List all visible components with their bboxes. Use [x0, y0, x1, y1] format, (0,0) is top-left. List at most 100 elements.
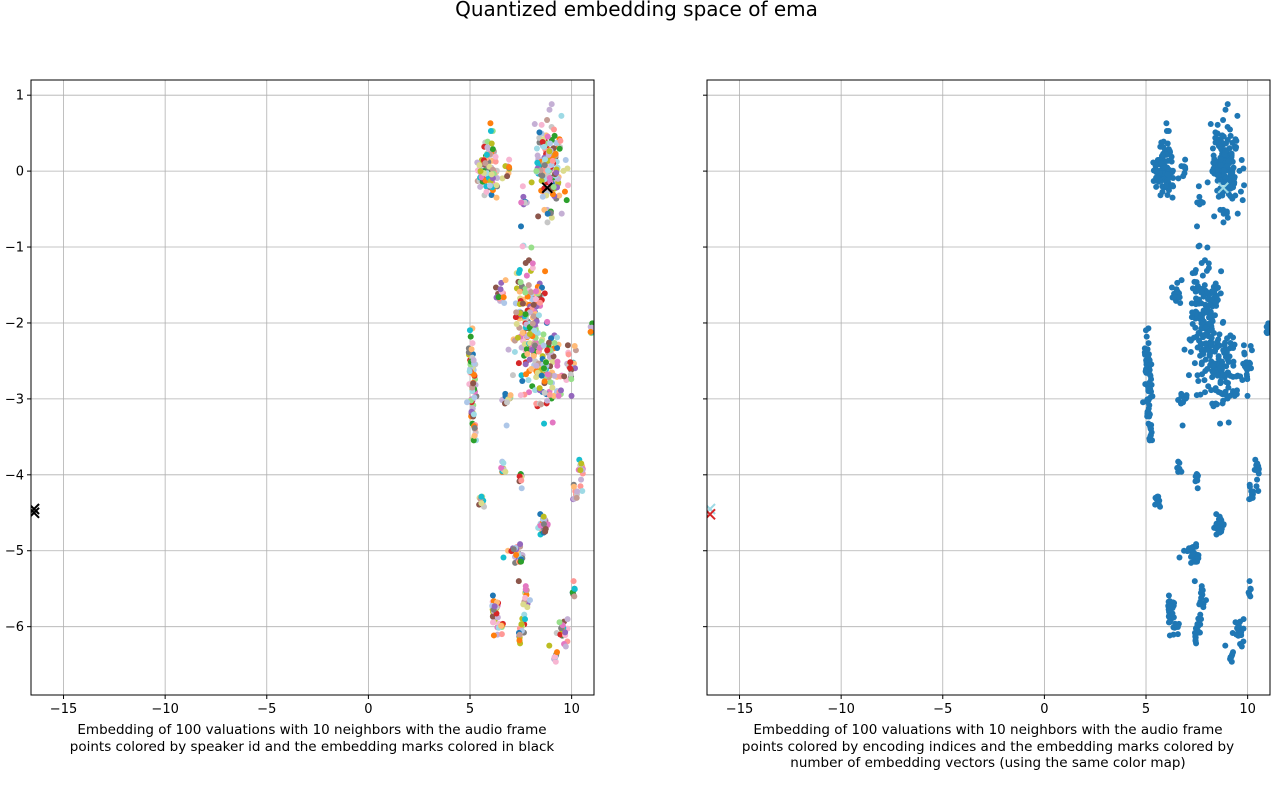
data-point — [1227, 372, 1234, 379]
data-point — [492, 284, 499, 291]
data-point — [1222, 339, 1229, 346]
data-point — [1222, 106, 1229, 113]
data-point — [519, 183, 526, 190]
data-point — [1209, 167, 1216, 174]
data-point — [533, 167, 540, 174]
data-point — [553, 169, 560, 176]
data-point — [1241, 351, 1248, 358]
data-point — [1193, 392, 1200, 399]
data-point — [1162, 182, 1169, 189]
data-point — [1202, 356, 1209, 363]
data-point — [523, 272, 530, 279]
data-point — [540, 342, 547, 349]
data-point — [1140, 399, 1147, 406]
data-point — [478, 493, 485, 500]
data-point — [543, 359, 550, 366]
data-point — [549, 157, 556, 164]
data-point — [1208, 387, 1215, 394]
data-point — [1237, 373, 1244, 380]
data-point — [1247, 343, 1254, 349]
data-point — [1153, 168, 1160, 175]
data-point — [562, 629, 569, 636]
data-point — [1226, 358, 1233, 365]
data-point — [513, 551, 520, 558]
data-point — [517, 279, 524, 286]
data-point — [578, 476, 585, 483]
data-point — [544, 397, 551, 404]
data-point — [1189, 320, 1196, 327]
x-tick-label: 5 — [1142, 702, 1150, 717]
data-point — [1217, 162, 1224, 169]
data-point — [1183, 392, 1190, 399]
data-point — [1199, 346, 1206, 353]
data-point — [513, 309, 520, 316]
data-point — [541, 206, 548, 213]
data-point — [1249, 494, 1256, 501]
data-point — [502, 390, 509, 397]
data-point — [541, 143, 548, 150]
data-point — [1214, 284, 1221, 291]
data-point — [1174, 631, 1181, 638]
data-point — [1220, 117, 1227, 124]
right-x-axis-label: Embedding of 100 valuations with 10 neig… — [741, 722, 1235, 771]
data-point — [547, 379, 554, 386]
data-point — [500, 554, 507, 561]
data-point — [552, 151, 559, 158]
data-point — [1228, 151, 1235, 158]
y-tick-label: −1 — [5, 241, 24, 256]
data-point — [1255, 487, 1262, 494]
data-point — [1213, 401, 1220, 408]
data-point — [1194, 485, 1201, 492]
data-point — [518, 372, 525, 379]
data-point — [471, 394, 478, 401]
data-point — [571, 585, 578, 592]
data-point — [471, 424, 478, 431]
data-point — [548, 214, 555, 221]
data-point — [528, 179, 535, 186]
data-point — [522, 594, 529, 601]
data-point — [536, 299, 543, 306]
data-point — [1192, 288, 1199, 295]
x-tick-label: −10 — [827, 702, 854, 717]
data-point — [1204, 244, 1211, 251]
left-x-axis-label: Embedding of 100 valuations with 10 neig… — [69, 722, 555, 755]
data-point — [1192, 267, 1199, 274]
data-point — [1202, 389, 1209, 396]
data-point — [1212, 385, 1219, 392]
data-point — [546, 339, 553, 346]
data-point — [523, 371, 530, 378]
data-point — [530, 301, 537, 308]
data-point — [1143, 333, 1150, 340]
data-point — [556, 145, 563, 152]
data-point — [1238, 629, 1245, 636]
data-point — [1185, 372, 1192, 379]
data-point — [540, 513, 547, 520]
data-point — [567, 371, 574, 378]
data-point — [1209, 145, 1216, 152]
data-point — [1237, 188, 1244, 195]
data-point — [539, 172, 546, 179]
embedding-mark — [31, 507, 40, 519]
data-point — [1195, 300, 1202, 307]
data-point — [564, 616, 571, 623]
axes-frame — [30, 79, 595, 696]
data-point — [548, 101, 555, 108]
data-point — [1238, 157, 1245, 163]
data-point — [516, 637, 523, 644]
data-point — [551, 340, 558, 347]
data-point — [1217, 143, 1224, 150]
data-point — [571, 593, 578, 600]
data-point — [466, 327, 473, 334]
data-point — [498, 279, 505, 286]
data-point — [530, 313, 537, 320]
data-point — [1165, 146, 1172, 153]
data-point — [1194, 372, 1201, 379]
data-point — [1178, 277, 1185, 284]
data-point — [516, 631, 523, 638]
data-point — [489, 592, 496, 599]
data-point — [499, 175, 506, 182]
data-point — [567, 359, 574, 366]
data-point — [1210, 159, 1217, 166]
data-point — [1265, 320, 1270, 327]
data-point — [1241, 182, 1248, 189]
